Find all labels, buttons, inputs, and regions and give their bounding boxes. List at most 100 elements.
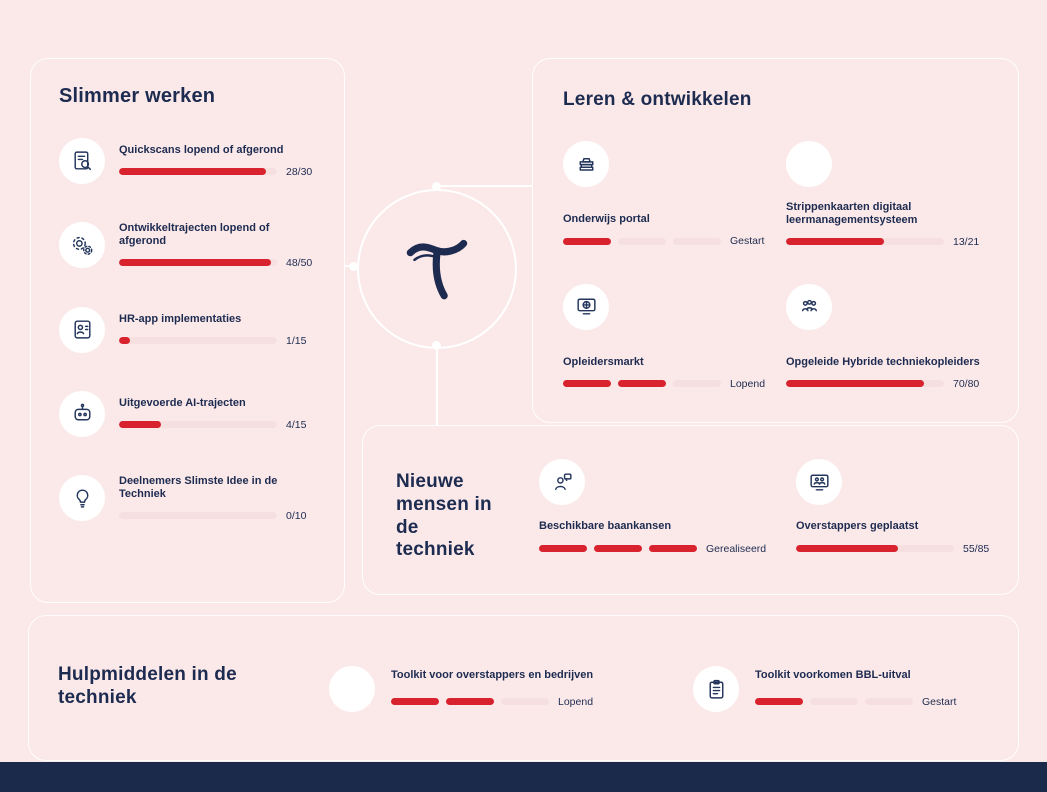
- progress-segment: [810, 698, 858, 706]
- card-hulpmiddelen: Hulpmiddelen in de techniek Toolkit voor…: [28, 615, 1019, 761]
- progress-bar: [786, 238, 944, 246]
- metric-label: Beschikbare baankansen: [539, 520, 672, 532]
- progress-fill: [786, 380, 925, 388]
- progress-bar: [796, 545, 954, 553]
- progress-fill: [786, 238, 884, 246]
- books-icon: [563, 141, 609, 187]
- metric-row-ontwikkeltrajecten: Ontwikkeltrajecten lopend of afgerond 48…: [59, 222, 316, 269]
- metric-label: Quickscans lopend of afgerond: [119, 144, 284, 157]
- progress-segment: [618, 237, 666, 245]
- status-progress-bar: [755, 698, 913, 706]
- progress-value: 55/85: [963, 542, 990, 555]
- status-text: Gerealiseerd: [706, 542, 767, 555]
- metric-bar-row: 70/80: [786, 378, 988, 390]
- metric-label: Toolkit voorkomen BBL-uitval: [755, 669, 911, 681]
- status-text: Gestart: [730, 235, 765, 247]
- metric-row-slimste-idee: Deelnemers Slimste Idee in de Techniek 0…: [59, 475, 316, 522]
- metric-bar-row: 55/85: [796, 543, 989, 555]
- status-text: Lopend: [558, 695, 594, 708]
- metric-bar-row: Gerealiseerd: [539, 543, 766, 555]
- progress-segment: [501, 698, 549, 706]
- progress-segment: [446, 698, 494, 706]
- status-progress-bar: [563, 380, 721, 388]
- lightbulb-icon: [59, 475, 105, 522]
- status-progress-bar: [391, 698, 549, 706]
- blank-icon: [786, 141, 832, 187]
- metric-cell-hybride-techniekopleiders: Opgeleide Hybride techniekopleiders 70/8…: [786, 283, 988, 390]
- metric-bar-row: Gestart: [755, 696, 956, 708]
- progress-segment: [649, 545, 697, 553]
- metric-label: Opgeleide Hybride techniekopleiders: [786, 355, 980, 368]
- progress-fill: [796, 545, 899, 553]
- connector-dot-bottom: [432, 341, 441, 350]
- metric-bar-row: Lopend: [563, 378, 786, 390]
- blank-icon: [329, 666, 375, 712]
- metric-bar-row: Gestart: [563, 235, 786, 247]
- metric-grid: Onderwijs portal Gestart Strippenkaarten…: [563, 141, 988, 390]
- metric-label: Ontwikkeltrajecten lopend of afgerond: [119, 222, 270, 247]
- card-leren-ontwikkelen: Leren & ontwikkelen Onderwijs portal Ges…: [532, 58, 1019, 423]
- person-speech-icon: [539, 459, 585, 505]
- connector-line-bottom: [436, 350, 438, 425]
- progress-segment: [539, 545, 587, 553]
- metric-label: HR-app implementaties: [119, 312, 242, 325]
- progress-segment: [865, 698, 913, 706]
- person-card-icon: [59, 306, 105, 353]
- progress-fill: [119, 337, 130, 345]
- metric-cell-overstappers: Overstappers geplaatst 55/85: [796, 459, 989, 555]
- card-title-nieuwe-mensen: Nieuwe mensen in de techniek: [396, 471, 492, 561]
- metric-bar-row: 4/15: [119, 419, 316, 431]
- progress-bar: [119, 259, 277, 267]
- t-letter-logo: [396, 224, 478, 316]
- document-magnifier-icon: [59, 138, 105, 184]
- progress-fill: [119, 259, 271, 267]
- connector-dot-left: [349, 262, 358, 271]
- status-progress-bar: [563, 237, 721, 245]
- progress-bar: [786, 380, 944, 388]
- card-title-slimmer-werken: Slimmer werken: [59, 85, 216, 107]
- metric-label: Deelnemers Slimste Idee in de Techniek: [119, 474, 278, 500]
- metric-cell-strippenkaarten: Strippenkaarten digitaal leermanagements…: [786, 141, 988, 248]
- metric-rows: Quickscans lopend of afgerond 28/30 Ontw…: [59, 138, 316, 522]
- metric-bar-row: 48/50: [119, 257, 316, 269]
- progress-value: 0/10: [286, 509, 307, 522]
- progress-value: 48/50: [286, 256, 313, 269]
- progress-segment: [755, 698, 803, 706]
- monitor-people-icon: [796, 459, 842, 505]
- progress-fill: [119, 168, 267, 176]
- metric-label: Toolkit voor overstappers en bedrijven: [391, 669, 594, 681]
- progress-segment: [594, 545, 642, 553]
- progress-segment: [673, 380, 721, 388]
- progress-bar: [119, 168, 277, 176]
- progress-value: 28/30: [286, 165, 313, 178]
- progress-segment: [563, 237, 611, 245]
- metric-label: Uitgevoerde AI-trajecten: [119, 396, 246, 409]
- progress-segment: [673, 237, 721, 245]
- status-progress-bar: [539, 545, 697, 553]
- progress-value: 4/15: [286, 418, 307, 431]
- card-title-hulpmiddelen: Hulpmiddelen in de techniek: [58, 664, 237, 708]
- metric-bar-row: 0/10: [119, 510, 316, 522]
- metric-cell-baankansen: Beschikbare baankansen Gerealiseerd: [539, 459, 766, 555]
- gears-icon: [59, 222, 105, 269]
- robot-icon: [59, 390, 105, 437]
- metric-label: Strippenkaarten digitaal leermanagements…: [786, 201, 918, 226]
- card-nieuwe-mensen: Nieuwe mensen in de techniek Beschikbare…: [362, 425, 1019, 595]
- progress-value: 70/80: [953, 377, 980, 390]
- metric-bar-row: 13/21: [786, 236, 988, 248]
- progress-bar: [119, 512, 277, 520]
- people-group-icon: [786, 283, 832, 330]
- progress-segment: [391, 698, 439, 706]
- progress-fill: [119, 421, 162, 429]
- connector-dot-top: [432, 182, 441, 191]
- metric-label: Onderwijs portal: [563, 213, 650, 226]
- progress-segment: [563, 380, 611, 388]
- metric-label: Overstappers geplaatst: [796, 520, 919, 532]
- progress-bar: [119, 421, 277, 429]
- metric-bar-row: 1/15: [119, 335, 316, 347]
- connector-line-top: [441, 185, 532, 187]
- progress-bar: [119, 337, 277, 345]
- metric-bar-row: Lopend: [391, 696, 593, 708]
- metric-row-hr-app: HR-app implementaties 1/15: [59, 306, 316, 353]
